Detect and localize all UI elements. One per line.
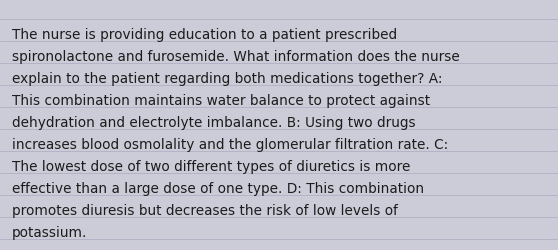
Text: The lowest dose of two different types of diuretics is more: The lowest dose of two different types o… [12,159,410,173]
Text: effective than a large dose of one type. D: This combination: effective than a large dose of one type.… [12,181,424,195]
Text: increases blood osmolality and the glomerular filtration rate. C:: increases blood osmolality and the glome… [12,138,448,151]
Text: spironolactone and furosemide. What information does the nurse: spironolactone and furosemide. What info… [12,50,460,64]
Text: This combination maintains water balance to protect against: This combination maintains water balance… [12,94,430,108]
Text: The nurse is providing education to a patient prescribed: The nurse is providing education to a pa… [12,28,397,42]
Text: dehydration and electrolyte imbalance. B: Using two drugs: dehydration and electrolyte imbalance. B… [12,116,416,130]
Text: explain to the patient regarding both medications together? A:: explain to the patient regarding both me… [12,72,442,86]
Text: potassium.: potassium. [12,225,88,239]
Text: promotes diuresis but decreases the risk of low levels of: promotes diuresis but decreases the risk… [12,203,398,217]
